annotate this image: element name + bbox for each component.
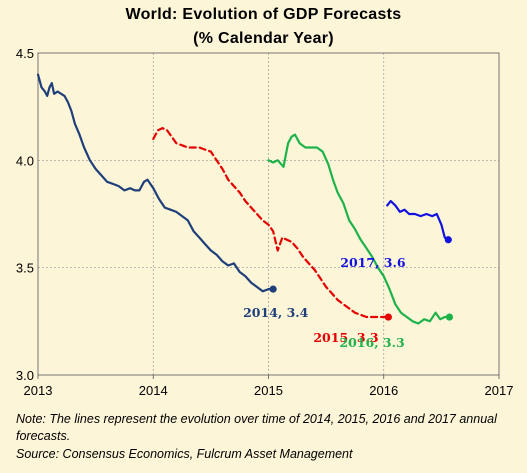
y-tick-label: 3.0: [16, 368, 34, 383]
chart-subtitle: (% Calendar Year): [193, 30, 334, 47]
y-tick-label: 4.5: [16, 46, 34, 61]
y-tick-label: 3.5: [16, 261, 34, 276]
series-layer: [36, 73, 454, 325]
chart-source: Source: Consensus Economics, Fulcrum Ass…: [16, 447, 353, 461]
series-end-marker-2017: [444, 236, 452, 244]
chart-title: World: Evolution of GDP Forecasts: [125, 6, 402, 23]
series-label-2016: 2016, 3.3: [339, 335, 404, 350]
x-tick-label: 2014: [139, 383, 168, 398]
x-tick-label: 2017: [485, 383, 514, 398]
x-tick-label: 2013: [24, 383, 53, 398]
series-end-marker-2016: [445, 313, 454, 321]
series-label-2015: 2015, 3.3: [313, 330, 378, 345]
x-tick-label: 2015: [254, 383, 283, 398]
series-line-2017: [386, 200, 450, 241]
series-label-2017: 2017, 3.6: [340, 255, 406, 270]
y-tick-label: 4.0: [16, 153, 34, 168]
x-tick-label: 2016: [369, 383, 398, 398]
grid-layer: [38, 53, 499, 375]
series-line-2014: [36, 73, 275, 293]
series-label-2014: 2014, 3.4: [243, 305, 309, 320]
series-end-marker-2014: [269, 285, 277, 293]
axis-layer: 2013 2014 2015 2016 2017 3.0 3.5 4.0 4.5: [16, 46, 514, 398]
series-line-2015: [152, 127, 390, 319]
series-end-marker-2015: [384, 313, 392, 321]
series-line-2016: [267, 133, 451, 325]
chart-note: Note: The lines represent the evolution …: [16, 412, 497, 443]
